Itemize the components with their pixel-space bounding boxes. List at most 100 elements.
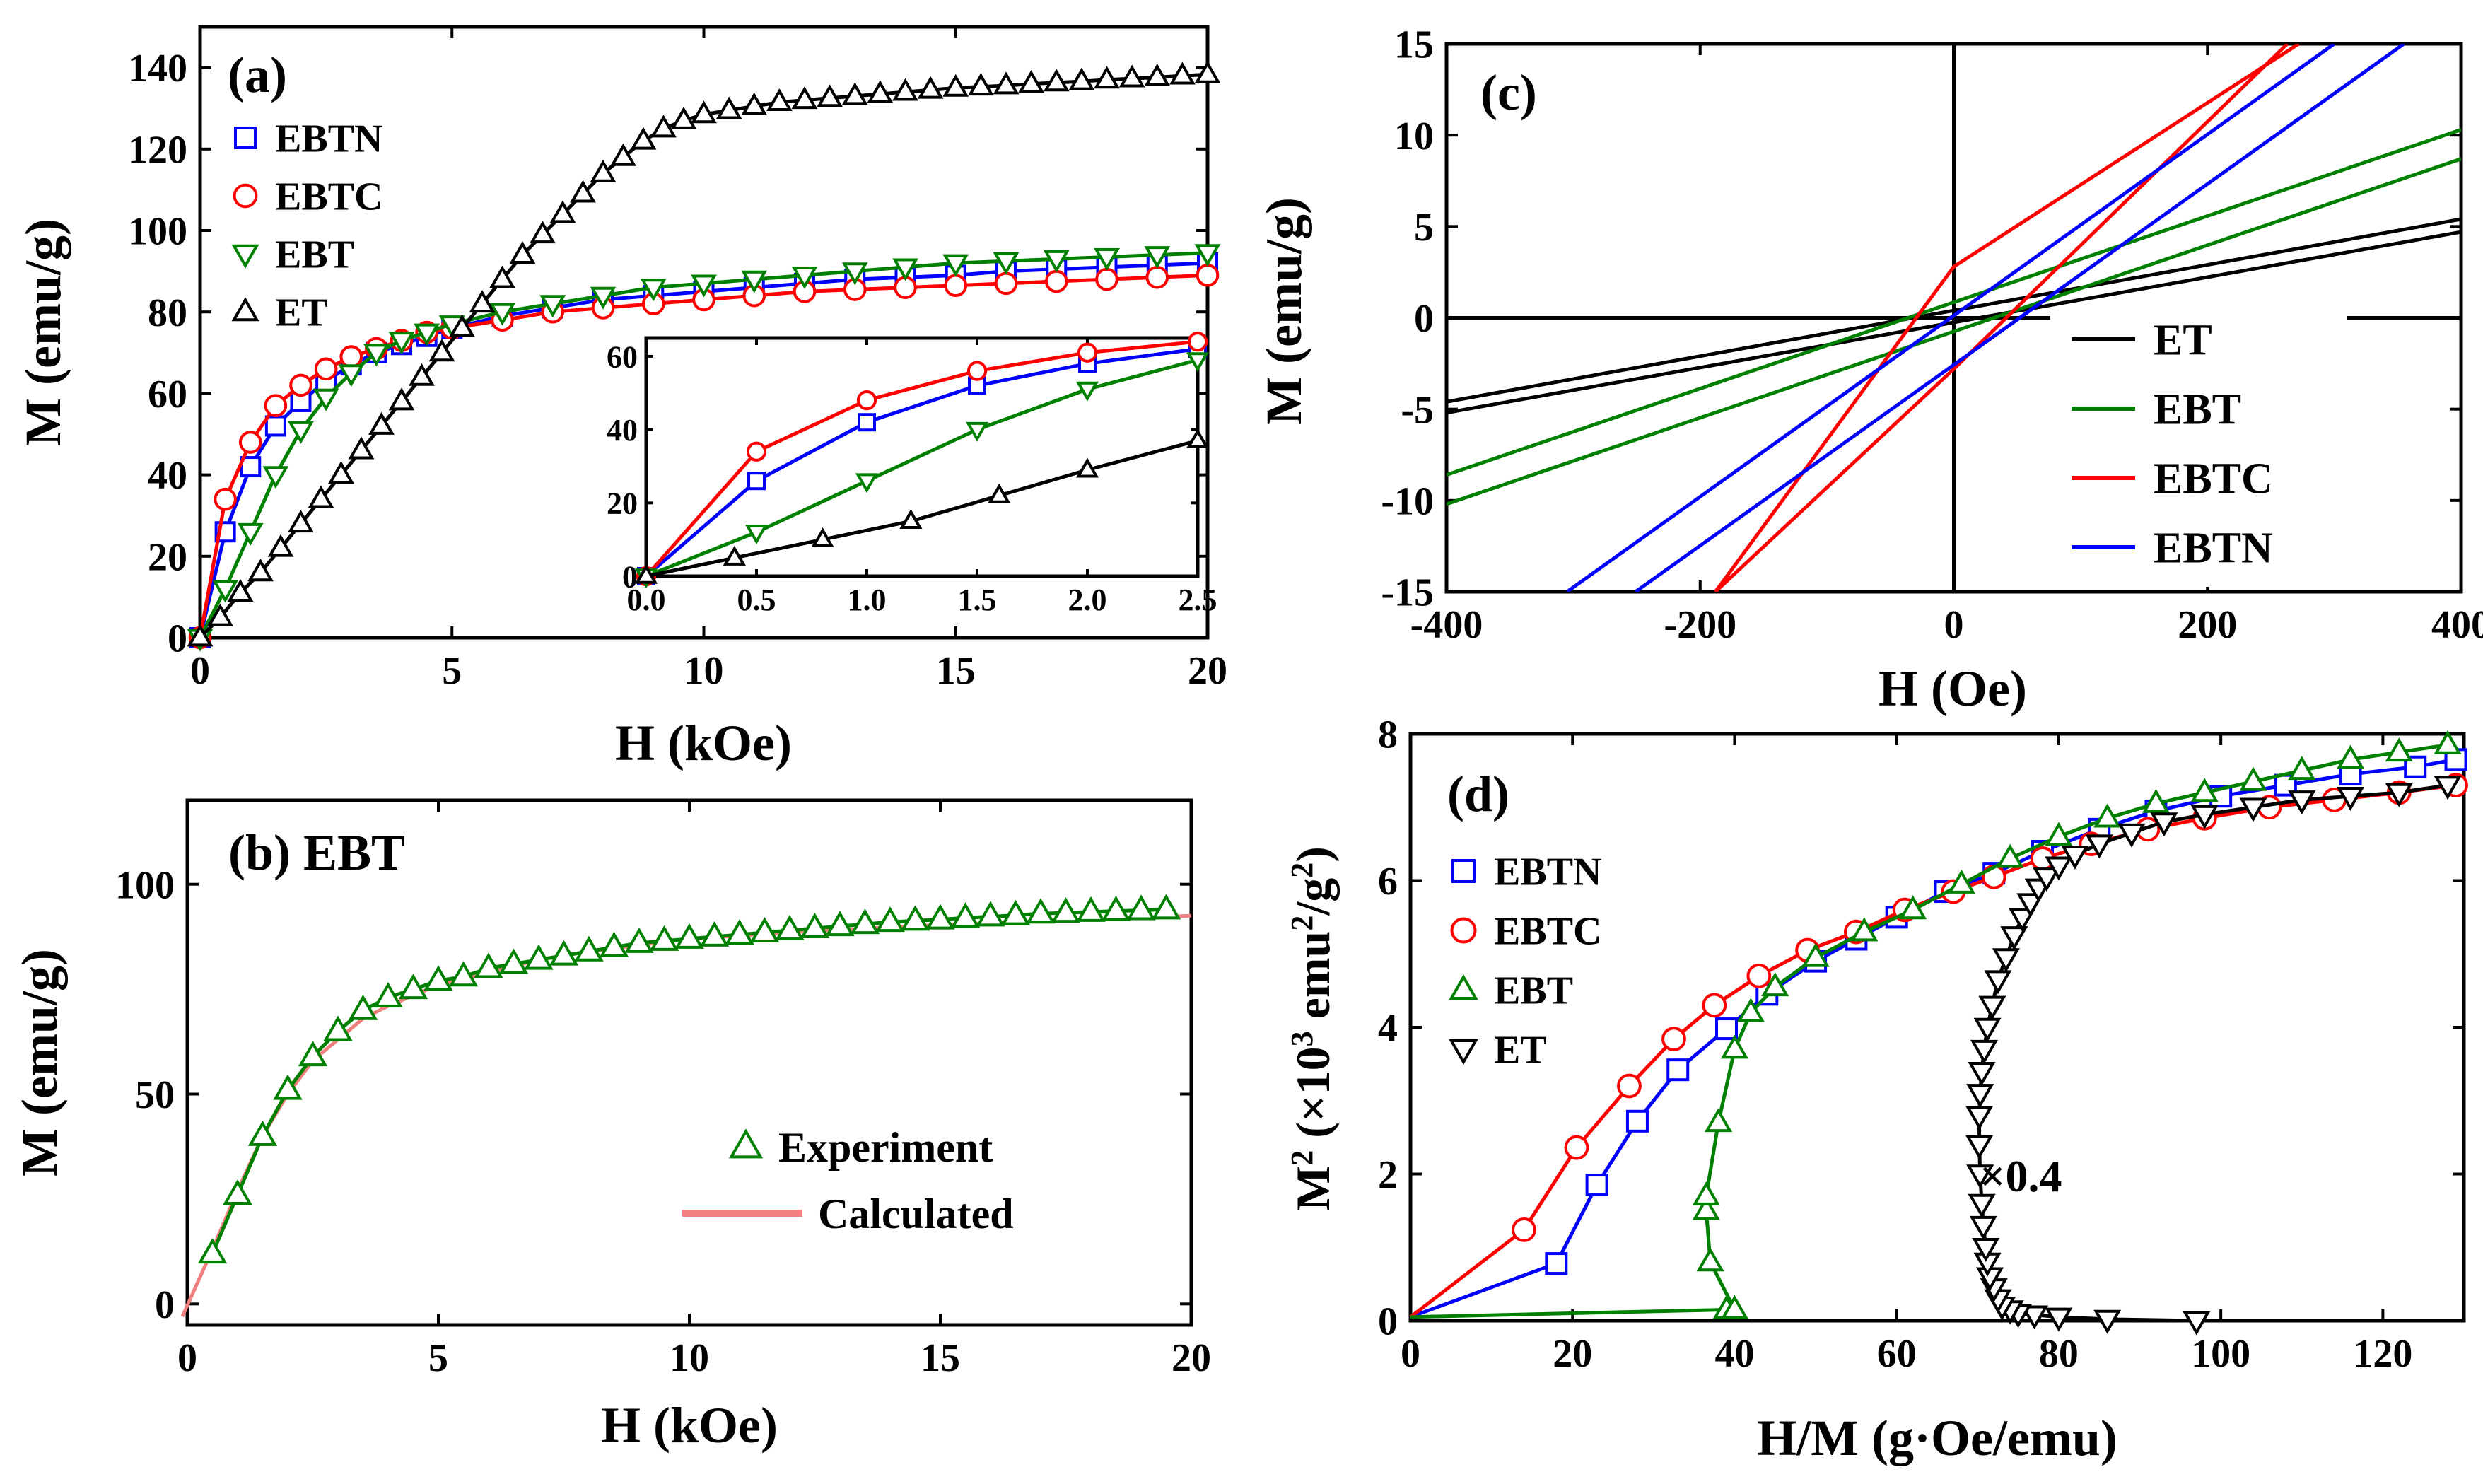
panel-a-ET-point	[368, 411, 395, 435]
panel-b-experiment-point	[223, 1179, 252, 1205]
panel-a-inset-EBTN-point	[858, 413, 876, 432]
panel-c-ytick-label: 10	[1394, 115, 1434, 158]
panel-a-ET-point	[942, 74, 969, 97]
panel-b-experiment-point	[850, 908, 880, 935]
panel-b-experiment-point	[398, 974, 428, 1000]
panel-b-experiment-point	[674, 923, 704, 949]
panel-d-EBTN-line	[1410, 757, 2456, 1319]
panel-d-EBT-point	[2239, 766, 2267, 791]
panel-d-ET-point	[1972, 1238, 2000, 1263]
panel-a-EBTC-point	[289, 373, 312, 397]
panel-a-EBT-point	[590, 286, 617, 310]
panel-b-ytick-label: 0	[155, 1283, 175, 1327]
panel-b-ytick-label: 100	[115, 863, 175, 907]
panel-a-ET-point	[650, 115, 677, 138]
panel-c-xtick-label: -200	[1664, 603, 1736, 647]
panel-d-ytick-label: 4	[1378, 1007, 1398, 1051]
panel-a-ET-point	[247, 559, 274, 582]
panel-a-label: (a)	[228, 47, 287, 103]
panel-b-experiment-point	[649, 925, 679, 951]
panel-a-ET-point	[892, 78, 918, 101]
panel-a-EBTN-legend-label: EBTN	[275, 117, 383, 161]
panel-a-ET-point	[791, 86, 818, 110]
panel-a-inset-ytick-label: 60	[607, 339, 638, 374]
panel-c-EBTN-legend-label: EBTN	[2154, 525, 2273, 573]
panel-a-inset-EBT-point	[744, 524, 769, 544]
panel-d-ET-point	[2020, 1305, 2049, 1330]
panel-a-EBTC-point	[238, 431, 262, 454]
panel-a-inset-ET-point	[811, 527, 834, 547]
panel-b-experiment-point	[1000, 899, 1031, 925]
panel-d-xtick-label: 100	[2191, 1332, 2250, 1376]
panel-d-ET-point	[2000, 926, 2028, 951]
panel-b: 0 5 10 15 20 0 50 100 (b) EBT H (kOe) M (emu/g)…	[11, 798, 1211, 1454]
panel-d-EBTN-point	[1666, 1058, 1690, 1082]
panel-b-experiment-point	[749, 916, 780, 942]
panel-d-ET-point	[2061, 845, 2089, 870]
panel-b-experiment-point	[348, 994, 378, 1020]
panel-a-xtick-label: 20	[1188, 649, 1227, 693]
panel-a-EBTC-legend-label: EBTC	[275, 175, 383, 219]
panel-a-EBTC-point	[1145, 265, 1169, 289]
panel-a-inset-EBTC-point	[1187, 332, 1208, 352]
panel-d-EBT-point	[2093, 803, 2122, 828]
panel-b-experiment-point	[699, 921, 730, 947]
panel-c-label: (c)	[1480, 64, 1537, 121]
panel-a-inset-EBTC-line	[645, 339, 1198, 578]
panel-a-ET-point	[348, 436, 375, 460]
panel-b-experiment-point	[624, 927, 654, 953]
panel-a-inset-EBTN-point	[747, 472, 766, 491]
panel-d-EBT-point	[1692, 1196, 1720, 1220]
panel-a-ET-point	[328, 460, 354, 484]
panel-d-EBTN-point	[1585, 1174, 1608, 1197]
panel-a-ET-point	[449, 314, 475, 337]
panel-b-experiment-point	[498, 948, 529, 974]
panel-d-xtick-label: 80	[2039, 1332, 2079, 1376]
panel-a-ET-point	[288, 510, 314, 533]
panel-d-ET-point	[1965, 1135, 1994, 1159]
panel-b-xtick-label: 20	[1172, 1336, 1211, 1380]
panel-a: 0 5 10 15 20 0 20 40 60 80 100 120 140 (a) H (kOe) M…	[15, 25, 1227, 771]
panel-a-ET-point	[469, 290, 496, 313]
panel-a-ET-point	[1018, 70, 1045, 93]
panel-b-xtick-label: 5	[428, 1336, 448, 1380]
panel-d-EBT-point	[1692, 1181, 1720, 1205]
panel-d-xtick-label: 0	[1401, 1332, 1420, 1376]
panel-d-EBTC-legend-label: EBTC	[1494, 910, 1602, 954]
panel-a-xtick-label: 10	[684, 649, 724, 693]
panel-d-ET-point	[2093, 1309, 2122, 1334]
panel-a-ytick-label: 140	[128, 47, 187, 90]
panel-d-ET-point	[2183, 1311, 2211, 1336]
panel-a-ylabel: M (emu/g)	[15, 218, 71, 446]
panel-d-ET-point	[2434, 776, 2462, 800]
panel-c-ET-legend-label: ET	[2154, 317, 2212, 365]
panel-d-EBT-point	[1736, 998, 1765, 1022]
panel-a-ET-point	[590, 159, 617, 182]
panel-a-ET-point	[530, 221, 556, 244]
panel-d-EBT-legend-label: EBT	[1494, 969, 1573, 1013]
panel-a-inset-EBT-point	[1186, 352, 1210, 373]
panel-c-ytick-label: 0	[1414, 297, 1434, 341]
panel-a-EBT-legend-label: EBT	[275, 233, 354, 277]
panel-b-experiment-point	[1026, 898, 1056, 924]
panel-a-EBTC-point	[994, 271, 1018, 296]
panel-c-EBTN-branch-1	[1565, 44, 2336, 592]
panel-d-ET-point	[2016, 893, 2045, 918]
panel-d-EBT-point	[1704, 1108, 1733, 1133]
panel-d-EBT-point	[2045, 822, 2073, 846]
panel-a-ET-point	[670, 106, 697, 129]
panel-a-inset-EBT-point	[1075, 381, 1099, 402]
panel-a-EBTC-point	[339, 345, 363, 368]
panel-b-experiment-point	[524, 944, 554, 970]
panel-a-inset-EBT-point	[855, 473, 879, 493]
panel-a-xtick-label: 15	[936, 649, 976, 693]
panel-b-experiment-point	[1151, 894, 1181, 920]
panel-d-xtick-label: 40	[1714, 1332, 1754, 1376]
panel-a-ytick-label: 120	[128, 128, 187, 172]
panel-c-ET-branch-1	[1447, 230, 2461, 415]
panel-a-ET-point	[549, 200, 576, 223]
panel-d-ET-point	[1973, 1017, 2002, 1042]
panel-d-frame	[1408, 732, 2466, 1323]
panel-a-EBT-point	[539, 295, 566, 318]
panel-a-ET-point	[409, 363, 435, 386]
